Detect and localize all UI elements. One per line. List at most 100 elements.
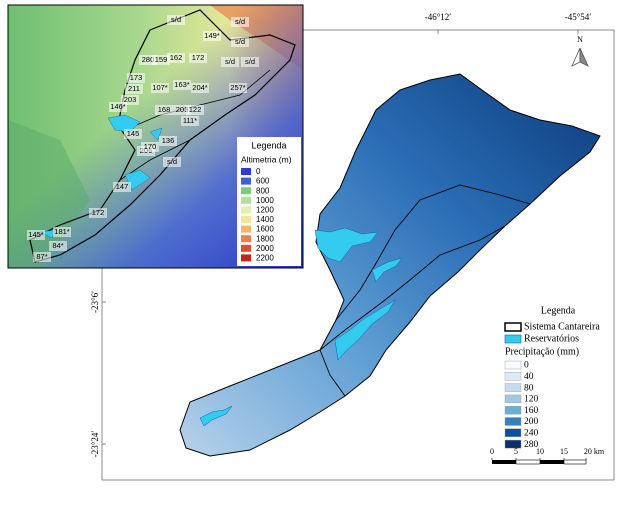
station-label-bg bbox=[151, 83, 169, 93]
inset-legend-label: 1200 bbox=[256, 206, 274, 215]
inset-legend-title: Legenda bbox=[251, 140, 286, 150]
inset-legend-swatch bbox=[241, 244, 251, 252]
station-label-bg bbox=[155, 105, 173, 115]
station-label-bg bbox=[124, 129, 142, 139]
legend-swatch bbox=[504, 334, 522, 344]
inset-legend-swatch bbox=[241, 225, 251, 233]
station-label-bg bbox=[241, 57, 259, 67]
inset-legend-swatch bbox=[241, 235, 251, 243]
station-label-bg bbox=[125, 84, 143, 94]
station-label-bg bbox=[141, 142, 159, 152]
station-label: 181* bbox=[54, 227, 70, 236]
station-label-bg bbox=[89, 208, 107, 218]
legend-title: Legenda bbox=[541, 305, 576, 316]
legend-label: Sistema Cantareira bbox=[524, 321, 600, 332]
station-label-bg bbox=[229, 83, 247, 93]
station-label: 136 bbox=[162, 136, 175, 145]
station-label: 257* bbox=[230, 83, 246, 92]
station-label-bg bbox=[231, 37, 249, 47]
station-label-bg bbox=[163, 157, 181, 167]
inset-legend-swatch bbox=[241, 168, 251, 175]
legend-label: 160 bbox=[524, 406, 539, 416]
station-label-bg bbox=[167, 15, 185, 25]
legend-swatch bbox=[504, 394, 522, 404]
reservoirs bbox=[199, 227, 403, 427]
scale-label: 20 km bbox=[584, 447, 605, 456]
coord-label: -45°54′ bbox=[565, 12, 592, 22]
station-label-bg bbox=[27, 230, 45, 240]
coord-label: -46°12′ bbox=[425, 12, 452, 22]
legend-label: 280 bbox=[524, 440, 539, 450]
station-label: 87* bbox=[36, 252, 47, 261]
station-label-bg bbox=[49, 241, 67, 251]
station-label: 280 bbox=[142, 55, 155, 64]
scale-bar bbox=[492, 459, 587, 465]
legend-label: Reservatórios bbox=[524, 333, 579, 344]
station-label-bg bbox=[139, 55, 157, 65]
legend-label: 240 bbox=[524, 428, 539, 438]
station-label: 147 bbox=[116, 182, 129, 191]
station-label: 163* bbox=[174, 80, 190, 89]
inset-legend-label: 1600 bbox=[256, 225, 274, 234]
legend-subtitle: Precipitação (mm) bbox=[505, 346, 579, 357]
inset-legend-label: 1800 bbox=[256, 234, 274, 243]
station-label-bg bbox=[167, 53, 185, 63]
station-label-bg bbox=[186, 105, 204, 115]
scale-label: 0 bbox=[490, 447, 494, 456]
station-label: s/d bbox=[235, 37, 245, 46]
station-label: 111* bbox=[183, 116, 197, 125]
legend-label: 0 bbox=[524, 361, 529, 371]
sub-basin-boundaries bbox=[319, 184, 531, 397]
station-label-bg bbox=[221, 57, 239, 67]
station-label: 173 bbox=[130, 73, 143, 82]
station-label: 211 bbox=[128, 84, 140, 93]
station-label-bg bbox=[189, 53, 207, 63]
station-label-bg bbox=[181, 116, 199, 126]
station-label: s/d bbox=[225, 57, 235, 66]
station-label: 107* bbox=[152, 83, 168, 92]
coord-label: -23°6′ bbox=[90, 291, 100, 313]
station-label: 146* bbox=[110, 102, 126, 111]
station-label-bg bbox=[191, 83, 209, 93]
station-label-bg bbox=[113, 182, 131, 192]
station-label: 172 bbox=[192, 53, 205, 62]
station-label: s/d bbox=[167, 157, 177, 166]
station-label-bg bbox=[53, 227, 71, 237]
station-label: s/d bbox=[235, 17, 245, 26]
legend-swatch bbox=[504, 406, 522, 415]
inset-legend-swatch bbox=[241, 177, 251, 185]
station-label: 162 bbox=[170, 53, 183, 62]
legend-swatch bbox=[504, 360, 522, 370]
legend-swatch bbox=[504, 417, 522, 426]
inset-legend-subtitle: Altimetria (m) bbox=[241, 154, 292, 164]
north-label: N bbox=[577, 35, 583, 44]
inset-legend-swatch bbox=[241, 187, 251, 195]
station-label-bg bbox=[231, 17, 249, 27]
station-label-bg bbox=[33, 252, 51, 262]
station-label: 145* bbox=[28, 230, 44, 239]
legend-label: 40 bbox=[524, 372, 534, 382]
legend-swatch bbox=[504, 439, 522, 449]
station-label: s/d bbox=[171, 15, 181, 24]
coord-label: -23°24′ bbox=[90, 431, 100, 458]
station-label: 145 bbox=[127, 129, 140, 138]
inset-legend-swatch bbox=[241, 206, 251, 214]
legend-label: 120 bbox=[524, 395, 539, 405]
legend-label: 80 bbox=[524, 383, 534, 393]
inset-legend-label: 2200 bbox=[256, 254, 274, 263]
station-label-bg bbox=[173, 105, 191, 115]
station-label-bg bbox=[152, 55, 170, 65]
station-label: 203 bbox=[124, 95, 137, 104]
station-label-bg bbox=[121, 95, 139, 105]
station-label: 170 bbox=[144, 142, 157, 151]
inset-legend-label: 1000 bbox=[256, 196, 274, 205]
station-label-bg bbox=[109, 102, 127, 112]
inset-legend-swatch bbox=[241, 254, 251, 262]
scale-label: 15 bbox=[560, 447, 568, 456]
legend-swatch bbox=[504, 322, 522, 332]
station-label: s/d bbox=[245, 57, 255, 66]
station-label: 84* bbox=[52, 241, 63, 250]
north-arrow bbox=[571, 47, 589, 67]
legend-swatch bbox=[504, 372, 522, 381]
